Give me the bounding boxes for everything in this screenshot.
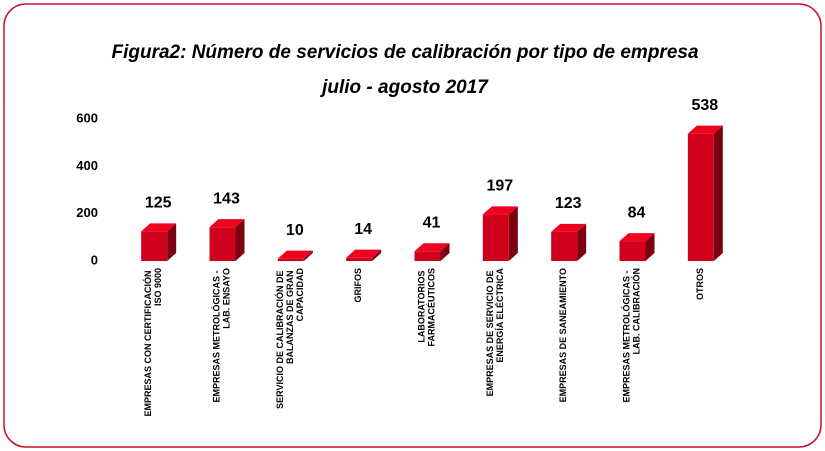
- bar-front: [209, 227, 236, 261]
- y-tick-label: 200: [76, 205, 98, 220]
- bar-top: [346, 249, 382, 258]
- value-label: 197: [486, 178, 513, 195]
- y-tick-label: 600: [76, 110, 98, 125]
- bar-side: [577, 223, 587, 261]
- bar: [687, 125, 723, 261]
- bar-top: [687, 125, 723, 134]
- value-label: 143: [213, 190, 240, 207]
- bar: [141, 223, 177, 261]
- value-label: 14: [354, 221, 372, 238]
- bar: [277, 250, 313, 261]
- bar: [346, 249, 382, 261]
- bar-side: [508, 206, 518, 261]
- x-tick-label: OTROS: [695, 268, 705, 300]
- bar-side: [303, 250, 313, 261]
- bar: [414, 243, 450, 261]
- x-tick-label: EMPRESAS METROLÓGICAS - LAB. CALIBRACIÓN: [621, 268, 642, 403]
- chart-title: Figura2: Número de servicios de calibrac…: [111, 42, 698, 63]
- value-label: 10: [286, 222, 304, 239]
- value-label: 538: [691, 97, 718, 114]
- bar-front: [141, 231, 168, 261]
- bar-top: [141, 223, 177, 232]
- bar-side: [440, 243, 450, 261]
- x-tick-label: SERVICIO DE CALIBRACIÓN DE BALANZAS DE G…: [274, 268, 305, 409]
- bar-front: [551, 231, 578, 261]
- value-label: 41: [423, 215, 441, 232]
- x-tick-label: GRIFOS: [354, 268, 364, 303]
- bar: [209, 219, 245, 261]
- bar: [482, 206, 518, 261]
- bar-front: [619, 241, 646, 261]
- bar-front: [277, 258, 304, 261]
- bar-top: [277, 250, 313, 259]
- bar-top: [209, 219, 245, 228]
- x-tick-label: EMPRESAS DE SERVICIO DE ENERGÍA ELÉCTRIC…: [485, 268, 505, 397]
- bar-top: [619, 233, 655, 242]
- chart-subtitle: julio - agosto 2017: [319, 77, 489, 98]
- value-label: 125: [145, 195, 172, 212]
- value-label: 84: [628, 204, 646, 221]
- bar-side: [372, 249, 382, 261]
- value-label: 123: [555, 195, 582, 212]
- bar-side: [167, 223, 177, 261]
- bar: [619, 233, 655, 261]
- y-tick-label: 0: [91, 252, 98, 267]
- bar-top: [414, 243, 450, 252]
- bar-front: [414, 251, 441, 261]
- x-tick-label: EMPRESAS CON CERTIFICACIÓN ISO 9000: [143, 268, 164, 417]
- x-tick-label: EMPRESAS METROLÓGICAS - LAB. ENSAYO: [211, 268, 232, 403]
- chart-frame: [3, 3, 822, 448]
- y-tick-label: 400: [76, 158, 98, 173]
- bar-top: [551, 223, 587, 232]
- x-tick-label: LABORATORIOS FARMACÉUTICOS: [417, 268, 437, 347]
- bar-side: [713, 125, 723, 261]
- bar-front: [346, 257, 373, 261]
- bar-front: [687, 133, 714, 261]
- bar-side: [235, 219, 245, 261]
- bar-side: [645, 233, 655, 261]
- x-tick-label: EMPRESAS DE SANEAMIENTO: [559, 268, 569, 402]
- bar-top: [482, 206, 518, 215]
- bar: [551, 223, 587, 261]
- bar-front: [482, 214, 509, 261]
